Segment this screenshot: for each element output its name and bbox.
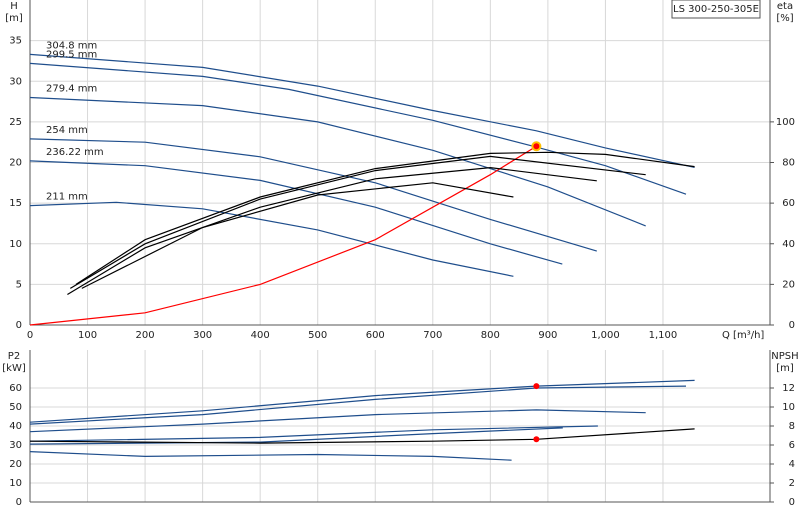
x-tick-label: 1,100: [649, 330, 678, 341]
duty-point: [533, 143, 540, 150]
curve: [75, 151, 695, 285]
y2-unit: [%]: [776, 13, 793, 24]
y-tick-label: 10: [9, 239, 22, 250]
curve: [69, 155, 646, 289]
y-tick-label: 0: [16, 497, 22, 508]
y-tick-label: 40: [9, 421, 22, 432]
curve: [29, 428, 695, 444]
y-unit: [m]: [5, 13, 23, 24]
y-tick-label: 5: [16, 279, 22, 290]
y-label: P2: [8, 351, 20, 362]
y-tick-label: 30: [9, 440, 22, 451]
curve-label: 299.5 mm: [46, 49, 97, 60]
y2-tick-label: 20: [782, 279, 795, 290]
x-tick-label: 800: [481, 330, 500, 341]
y2-label: NPSH: [771, 351, 798, 362]
curve: [67, 166, 597, 296]
y2-tick-label: 10: [782, 402, 795, 413]
curve: [29, 160, 563, 265]
curve: [29, 138, 597, 252]
y-tick-label: 20: [9, 158, 22, 169]
y2-tick-label: 100: [776, 117, 795, 128]
curve-label: 211 mm: [46, 192, 88, 203]
y-tick-label: 15: [9, 198, 22, 209]
duty-point: [533, 436, 540, 443]
title-box: [671, 0, 761, 19]
x-tick-label: 200: [136, 330, 155, 341]
duty-point: [533, 383, 540, 390]
y2-tick-label: 60: [782, 198, 795, 209]
y2-label: eta: [777, 1, 793, 12]
y-label: H: [10, 1, 18, 12]
y2-tick-label: 40: [782, 239, 795, 250]
x-tick-label: 500: [308, 330, 327, 341]
curve-label: 254 mm: [46, 125, 88, 136]
curve: [29, 385, 687, 425]
y-tick-label: 50: [9, 402, 22, 413]
y2-tick-label: 4: [789, 459, 795, 470]
x-tick-label: 100: [78, 330, 97, 341]
y-tick-label: 10: [9, 478, 22, 489]
x-label: Q [m³/h]: [722, 330, 764, 341]
x-tick-label: 300: [193, 330, 212, 341]
y2-tick-label: 8: [789, 421, 795, 432]
y2-tick-label: 0: [789, 320, 795, 331]
y-tick-label: 25: [9, 117, 22, 128]
y-tick-label: 30: [9, 76, 22, 87]
x-tick-label: 900: [538, 330, 557, 341]
curve: [29, 62, 687, 195]
y2-tick-label: 80: [782, 158, 795, 169]
x-tick-label: 1,000: [591, 330, 620, 341]
x-tick-label: 400: [251, 330, 270, 341]
curve: [29, 145, 537, 326]
y-tick-label: 35: [9, 36, 22, 47]
x-tick-label: 700: [423, 330, 442, 341]
curve: [29, 425, 598, 442]
curve: [29, 53, 695, 168]
x-tick-label: 600: [366, 330, 385, 341]
curve: [29, 409, 646, 433]
curve: [29, 96, 646, 227]
y2-tick-label: 6: [789, 440, 795, 451]
y2-tick-label: 12: [782, 383, 795, 394]
curve: [29, 451, 512, 461]
curve-label: 304.8 mm: [46, 40, 97, 51]
chart-title: LS 300-250-305E: [673, 4, 759, 15]
y2-unit: [m]: [776, 363, 794, 374]
y-unit: [kW]: [2, 363, 26, 374]
x-tick-label: 0: [27, 330, 33, 341]
curve: [29, 201, 514, 277]
y-tick-label: 20: [9, 459, 22, 470]
y-tick-label: 60: [9, 383, 22, 394]
y2-tick-label: 0: [789, 497, 795, 508]
y-tick-label: 0: [16, 320, 22, 331]
curve: [29, 379, 695, 423]
curve: [81, 182, 514, 289]
y2-tick-label: 2: [789, 478, 795, 489]
curve-label: 236.22 mm: [46, 147, 104, 158]
curve-label: 279.4 mm: [46, 84, 97, 95]
curve: [29, 427, 563, 445]
